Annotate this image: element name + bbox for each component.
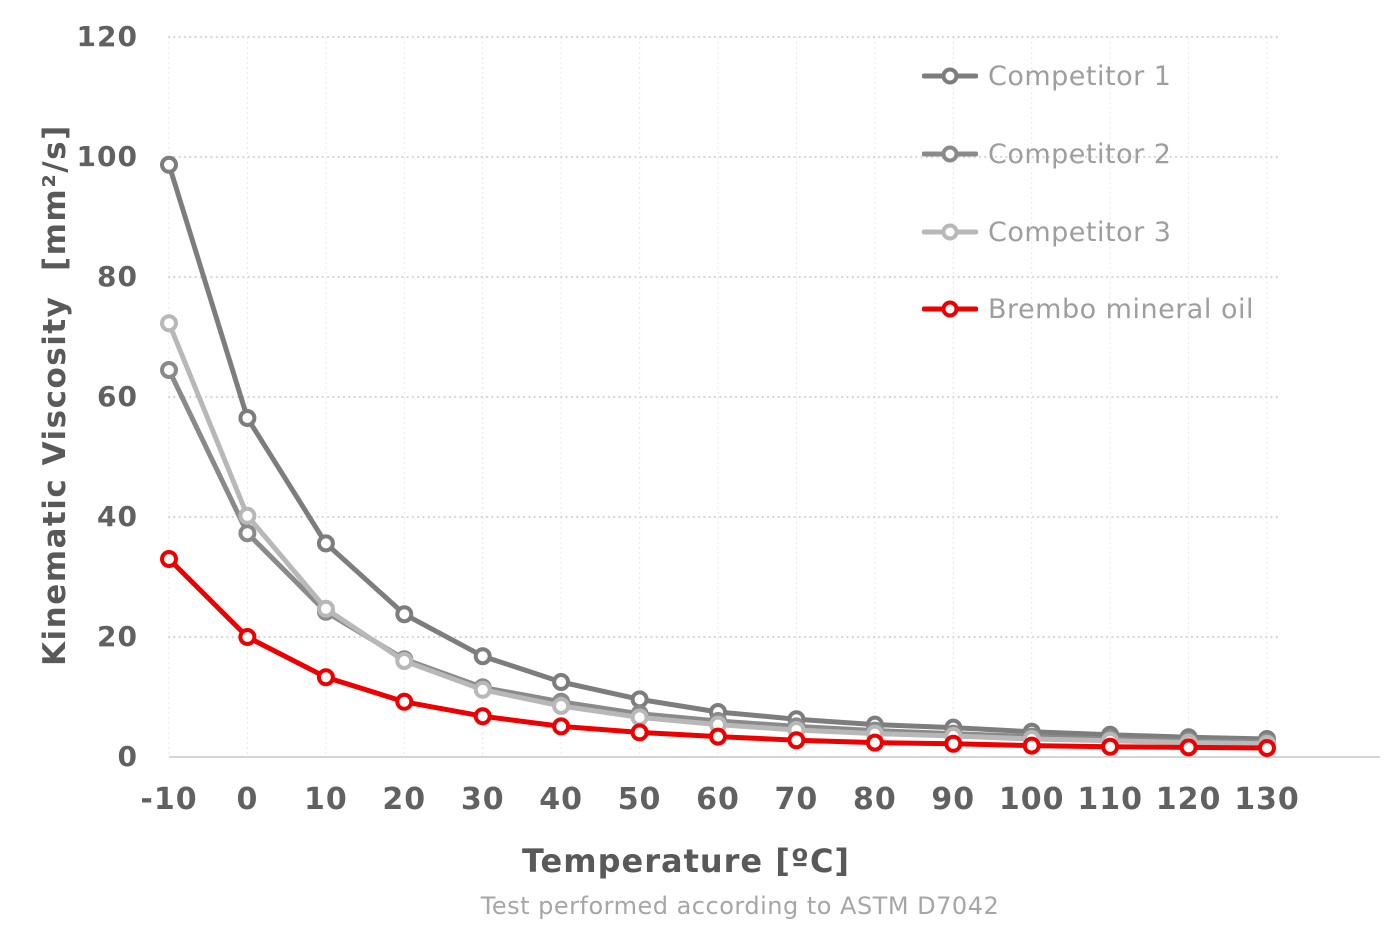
x-tick-label: 110 xyxy=(1077,782,1143,817)
x-tick-label: 90 xyxy=(931,782,976,817)
x-tick-label: 0 xyxy=(236,782,259,817)
x-tick-label: 40 xyxy=(539,782,584,817)
x-tick-label: 100 xyxy=(998,782,1065,817)
legend-label: Competitor 3 xyxy=(988,216,1172,248)
legend-line-marker-icon xyxy=(922,300,978,318)
legend-label: Competitor 1 xyxy=(988,60,1172,92)
x-tick-label: 120 xyxy=(1155,782,1222,817)
y-tick-label: 80 xyxy=(97,260,138,293)
legend-item-competitor-3: Competitor 3 xyxy=(922,210,1171,254)
x-tick-label: 80 xyxy=(852,782,897,817)
x-tick-label: 130 xyxy=(1234,782,1300,817)
x-tick-label: 20 xyxy=(382,782,427,817)
y-tick-label: 0 xyxy=(117,740,138,773)
x-tick-label: 60 xyxy=(696,782,740,817)
legend-label: Brembo mineral oil xyxy=(988,293,1254,325)
legend-item-brembo-mineral-oil: Brembo mineral oil xyxy=(922,287,1254,331)
legend-line-marker-icon xyxy=(922,67,978,85)
legend-item-competitor-2: Competitor 2 xyxy=(922,132,1171,176)
y-tick-label: 100 xyxy=(76,140,138,173)
y-tick-label: 40 xyxy=(97,500,138,533)
x-axis-title: Temperature [ºC] xyxy=(521,842,851,880)
y-tick-label: 120 xyxy=(76,20,138,53)
y-tick-label: 60 xyxy=(97,380,138,413)
x-tick-label: 70 xyxy=(774,782,819,817)
x-tick-label: 50 xyxy=(617,782,662,817)
y-tick-label: 20 xyxy=(97,620,138,653)
x-tick-label: -10 xyxy=(140,782,198,817)
legend-line-marker-icon xyxy=(922,145,978,163)
x-tick-label: 10 xyxy=(303,782,348,817)
legend-line-marker-icon xyxy=(922,223,978,241)
x-tick-label: 30 xyxy=(460,782,505,817)
legend-label: Competitor 2 xyxy=(988,138,1172,170)
legend-item-competitor-1: Competitor 1 xyxy=(922,54,1171,98)
chart-subtitle: Test performed according to ASTM D7042 xyxy=(480,892,1000,920)
